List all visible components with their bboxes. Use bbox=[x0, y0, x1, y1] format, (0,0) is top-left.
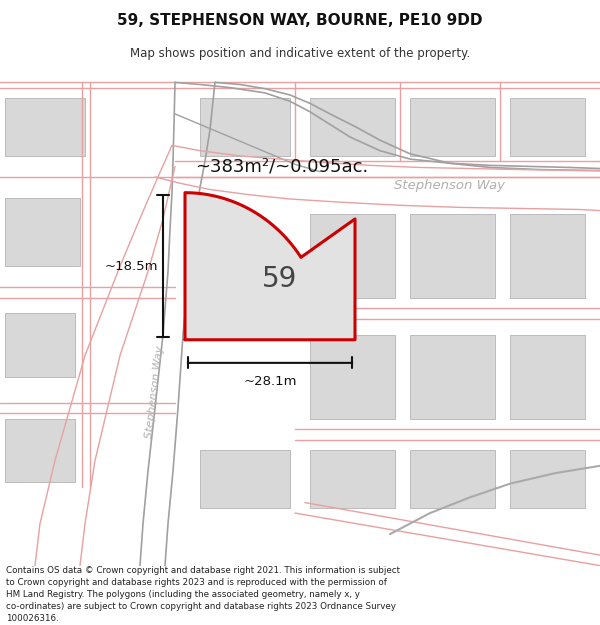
Text: 59: 59 bbox=[262, 266, 298, 293]
Text: Contains OS data © Crown copyright and database right 2021. This information is : Contains OS data © Crown copyright and d… bbox=[6, 566, 400, 623]
Bar bbox=[510, 450, 585, 508]
Bar bbox=[200, 450, 290, 508]
Bar bbox=[310, 334, 395, 419]
Text: Map shows position and indicative extent of the property.: Map shows position and indicative extent… bbox=[130, 48, 470, 61]
Text: ~28.1m: ~28.1m bbox=[243, 376, 297, 389]
Text: 59, STEPHENSON WAY, BOURNE, PE10 9DD: 59, STEPHENSON WAY, BOURNE, PE10 9DD bbox=[117, 12, 483, 28]
Bar bbox=[5, 198, 80, 266]
Bar bbox=[410, 214, 495, 298]
Bar bbox=[310, 214, 395, 298]
Polygon shape bbox=[185, 192, 355, 340]
Bar bbox=[410, 450, 495, 508]
Text: Stephenson Way: Stephenson Way bbox=[395, 179, 505, 192]
Bar bbox=[410, 334, 495, 419]
Bar bbox=[5, 98, 85, 156]
Bar bbox=[510, 98, 585, 156]
Bar bbox=[200, 98, 290, 156]
Text: Stephenson Way: Stephenson Way bbox=[145, 346, 166, 439]
Bar bbox=[410, 98, 495, 156]
Bar bbox=[5, 419, 75, 482]
Bar bbox=[5, 314, 75, 376]
Bar bbox=[510, 334, 585, 419]
Text: ~383m²/~0.095ac.: ~383m²/~0.095ac. bbox=[195, 158, 368, 176]
Bar bbox=[510, 214, 585, 298]
Bar bbox=[310, 450, 395, 508]
Text: ~18.5m: ~18.5m bbox=[104, 260, 158, 272]
Bar bbox=[310, 98, 395, 156]
